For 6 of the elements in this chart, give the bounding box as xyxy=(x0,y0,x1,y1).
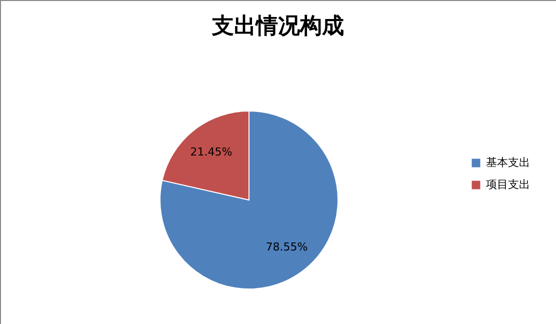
legend-label: 项目支出 xyxy=(486,178,530,191)
legend-label: 基本支出 xyxy=(486,156,530,169)
data-label: 78.55% xyxy=(266,240,308,254)
chart-title: 支出情况构成 xyxy=(211,13,344,39)
pie-slice xyxy=(160,110,338,290)
data-label: 21.45% xyxy=(190,146,232,159)
